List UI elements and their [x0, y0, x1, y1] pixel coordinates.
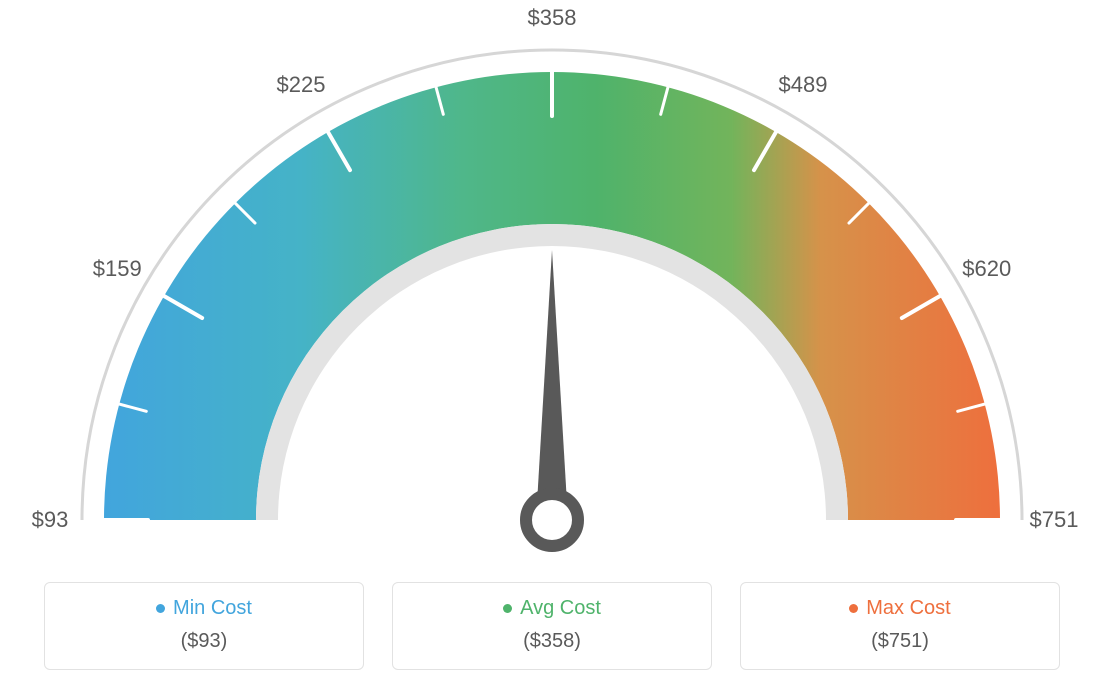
gauge-tick-label: $225	[277, 72, 326, 98]
legend-row: Min Cost ($93) Avg Cost ($358) Max Cost …	[0, 582, 1104, 670]
legend-card-max: Max Cost ($751)	[740, 582, 1060, 670]
gauge-tick-label: $159	[93, 256, 142, 282]
legend-title-min: Min Cost	[156, 597, 252, 620]
legend-label-avg: Avg Cost	[520, 597, 601, 620]
legend-label-max: Max Cost	[866, 597, 950, 620]
legend-title-max: Max Cost	[849, 597, 950, 620]
gauge-tick-label: $489	[779, 72, 828, 98]
cost-gauge-chart: $93 $159 $225 $358 $489 $620 $751 Min Cost ($9…	[0, 0, 1104, 690]
legend-dot-max	[849, 604, 858, 613]
legend-label-min: Min Cost	[173, 597, 252, 620]
gauge-area: $93 $159 $225 $358 $489 $620 $751	[0, 0, 1104, 560]
legend-dot-min	[156, 604, 165, 613]
gauge-tick-label: $751	[1030, 507, 1079, 533]
legend-card-avg: Avg Cost ($358)	[392, 582, 712, 670]
legend-title-avg: Avg Cost	[503, 597, 601, 620]
legend-card-min: Min Cost ($93)	[44, 582, 364, 670]
legend-value-avg: ($358)	[393, 630, 711, 653]
gauge-needle	[536, 250, 568, 520]
gauge-svg	[0, 0, 1104, 560]
legend-value-max: ($751)	[741, 630, 1059, 653]
legend-dot-avg	[503, 604, 512, 613]
legend-value-min: ($93)	[45, 630, 363, 653]
gauge-tick-label: $620	[962, 256, 1011, 282]
gauge-tick-label: $358	[528, 5, 577, 31]
gauge-tick-label: $93	[32, 507, 69, 533]
